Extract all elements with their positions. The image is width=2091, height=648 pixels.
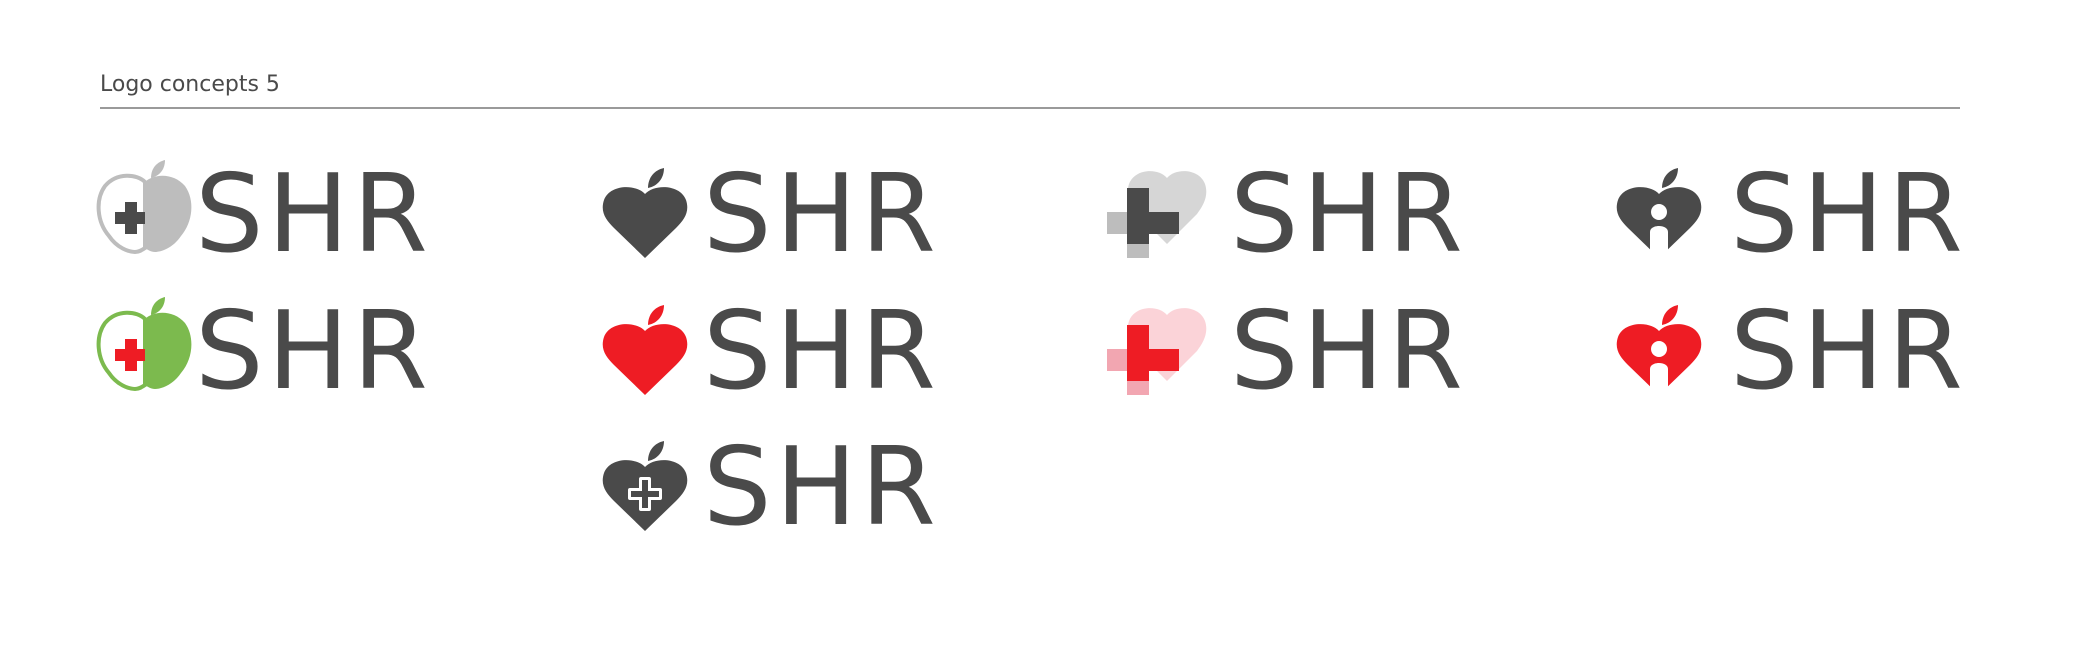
logo-concept-apple-cross-green: SHR [95, 297, 445, 407]
logo-concept-heart-apple-red: SHR [598, 297, 958, 407]
apple-outline-cross-icon [96, 297, 192, 392]
logo-concept-apple-cross-gray: SHR [95, 160, 445, 270]
heart-apple-plus-icon [602, 441, 688, 531]
wordmark: SHR [703, 425, 940, 550]
wordmark: SHR [1730, 152, 1967, 277]
apple-outline-cross-icon [96, 160, 192, 255]
page-title: Logo concepts 5 [100, 72, 280, 97]
wordmark: SHR [1230, 152, 1467, 277]
wordmark: SHR [1230, 289, 1467, 414]
heart-apple-icon [602, 305, 688, 395]
heart-apple-icon [602, 168, 688, 258]
wordmark: SHR [703, 152, 940, 277]
logo-concept-heart-person-dark: SHR [1612, 160, 1992, 270]
heart-apple-person-icon [1616, 168, 1702, 260]
wordmark: SHR [195, 152, 432, 277]
heart-apple-person-icon [1616, 305, 1702, 397]
heart-cross-overlay-icon [1107, 308, 1207, 395]
logo-concept-heart-cross-red: SHR [1105, 297, 1485, 407]
logo-concept-heart-person-red: SHR [1612, 297, 1992, 407]
wordmark: SHR [195, 289, 432, 414]
logo-concept-heart-apple-dark: SHR [598, 160, 958, 270]
wordmark: SHR [1730, 289, 1967, 414]
logo-concept-heart-apple-plus-dark: SHR [598, 433, 958, 543]
heart-cross-overlay-icon [1107, 171, 1207, 258]
title-divider [100, 107, 1960, 109]
logo-concept-heart-cross-gray: SHR [1105, 160, 1485, 270]
wordmark: SHR [703, 289, 940, 414]
